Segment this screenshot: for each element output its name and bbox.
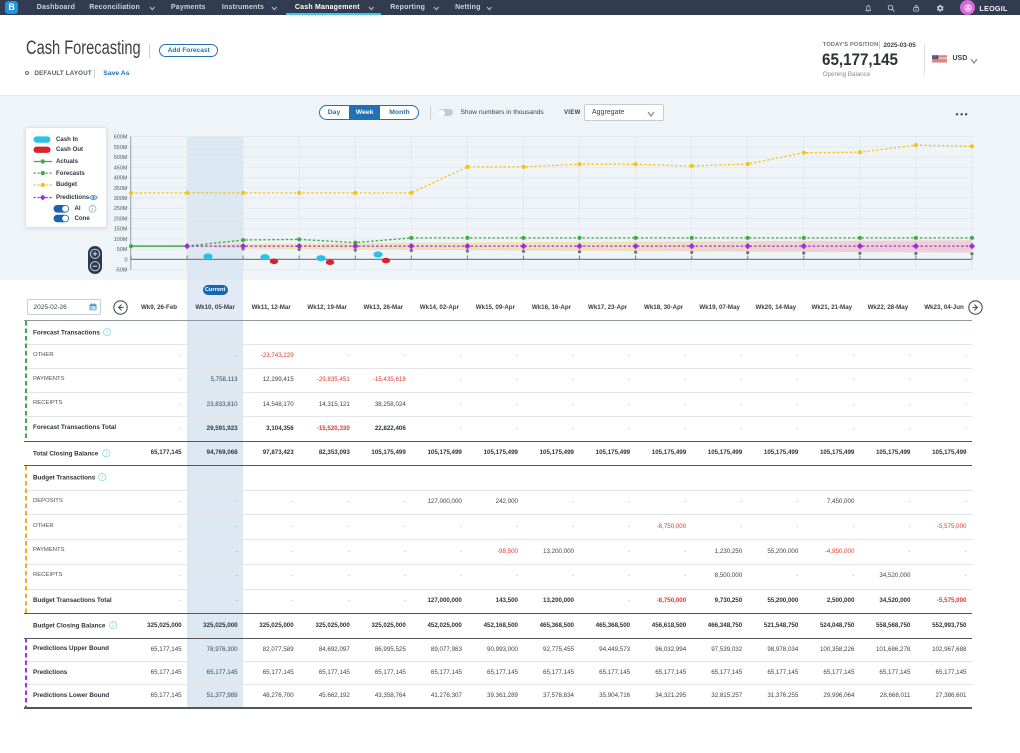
svg-text:50M: 50M [117,247,128,253]
svg-text:500M: 500M [114,155,128,161]
svg-text:400M: 400M [114,176,128,182]
svg-text:350M: 350M [114,186,128,192]
svg-text:300M: 300M [114,196,128,202]
svg-text:0: 0 [124,257,127,263]
svg-text:-50M: -50M [115,268,128,274]
svg-text:450M: 450M [114,165,128,171]
svg-text:550M: 550M [114,145,128,151]
svg-text:250M: 250M [114,206,128,212]
svg-text:100M: 100M [114,237,128,243]
svg-text:200M: 200M [114,217,128,223]
svg-text:600M: 600M [114,135,128,141]
svg-text:150M: 150M [114,227,128,233]
